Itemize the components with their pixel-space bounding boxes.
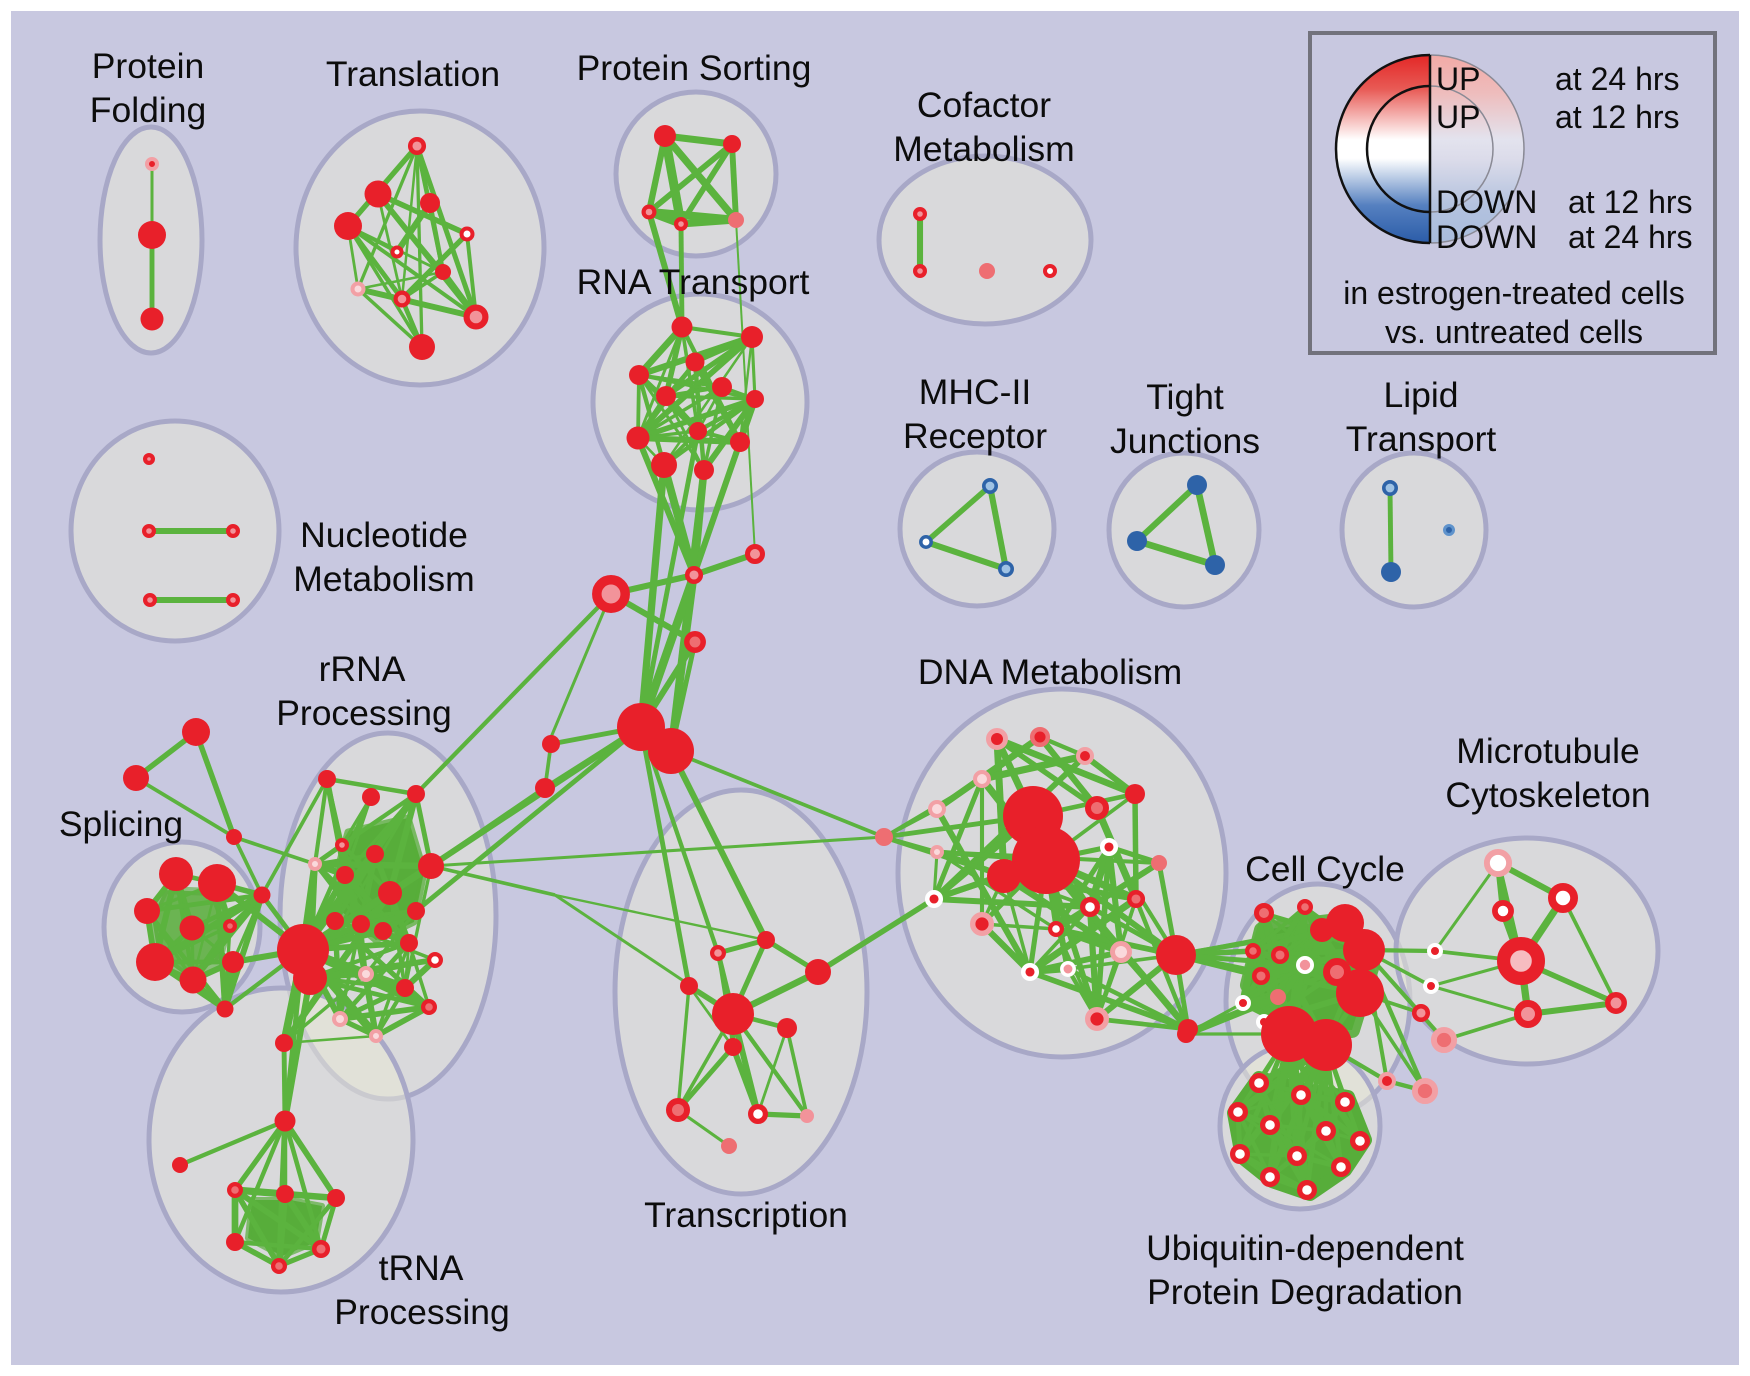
svg-text:UP: UP <box>1436 99 1480 135</box>
svg-text:Receptor: Receptor <box>903 416 1047 456</box>
svg-text:Transport: Transport <box>1346 419 1497 459</box>
svg-text:Translation: Translation <box>326 54 500 94</box>
svg-text:Tight: Tight <box>1146 377 1224 417</box>
svg-text:DNA Metabolism: DNA Metabolism <box>918 652 1182 692</box>
svg-text:Splicing: Splicing <box>59 804 183 844</box>
svg-text:Cytoskeleton: Cytoskeleton <box>1445 775 1650 815</box>
svg-text:Junctions: Junctions <box>1110 421 1260 461</box>
svg-text:Processing: Processing <box>334 1292 510 1332</box>
svg-text:Metabolism: Metabolism <box>893 129 1075 169</box>
svg-text:Transcription: Transcription <box>644 1195 848 1235</box>
svg-text:rRNA: rRNA <box>319 649 406 689</box>
svg-text:Processing: Processing <box>276 693 452 733</box>
svg-text:Microtubule: Microtubule <box>1456 731 1640 771</box>
svg-text:Protein Degradation: Protein Degradation <box>1147 1272 1463 1312</box>
svg-text:Protein: Protein <box>92 46 204 86</box>
svg-text:Protein Sorting: Protein Sorting <box>577 48 812 88</box>
svg-text:at 24 hrs: at 24 hrs <box>1568 219 1693 255</box>
svg-text:at 12 hrs: at 12 hrs <box>1568 184 1693 220</box>
svg-text:Metabolism: Metabolism <box>293 559 475 599</box>
svg-text:Lipid: Lipid <box>1383 375 1458 415</box>
svg-text:at 24 hrs: at 24 hrs <box>1555 61 1680 97</box>
svg-text:Cell Cycle: Cell Cycle <box>1245 849 1405 889</box>
svg-text:DOWN: DOWN <box>1436 184 1537 220</box>
svg-text:UP: UP <box>1436 61 1480 97</box>
svg-text:Nucleotide: Nucleotide <box>300 515 468 555</box>
svg-text:MHC-II: MHC-II <box>919 372 1031 412</box>
svg-text:vs. untreated cells: vs. untreated cells <box>1385 314 1643 350</box>
svg-text:tRNA: tRNA <box>379 1248 464 1288</box>
svg-text:at 12 hrs: at 12 hrs <box>1555 99 1680 135</box>
svg-text:in estrogen-treated cells: in estrogen-treated cells <box>1343 275 1685 311</box>
svg-text:RNA Transport: RNA Transport <box>577 262 810 302</box>
svg-text:Ubiquitin-dependent: Ubiquitin-dependent <box>1146 1228 1464 1268</box>
svg-text:Cofactor: Cofactor <box>917 85 1051 125</box>
svg-text:DOWN: DOWN <box>1436 219 1537 255</box>
svg-text:Folding: Folding <box>90 90 206 130</box>
